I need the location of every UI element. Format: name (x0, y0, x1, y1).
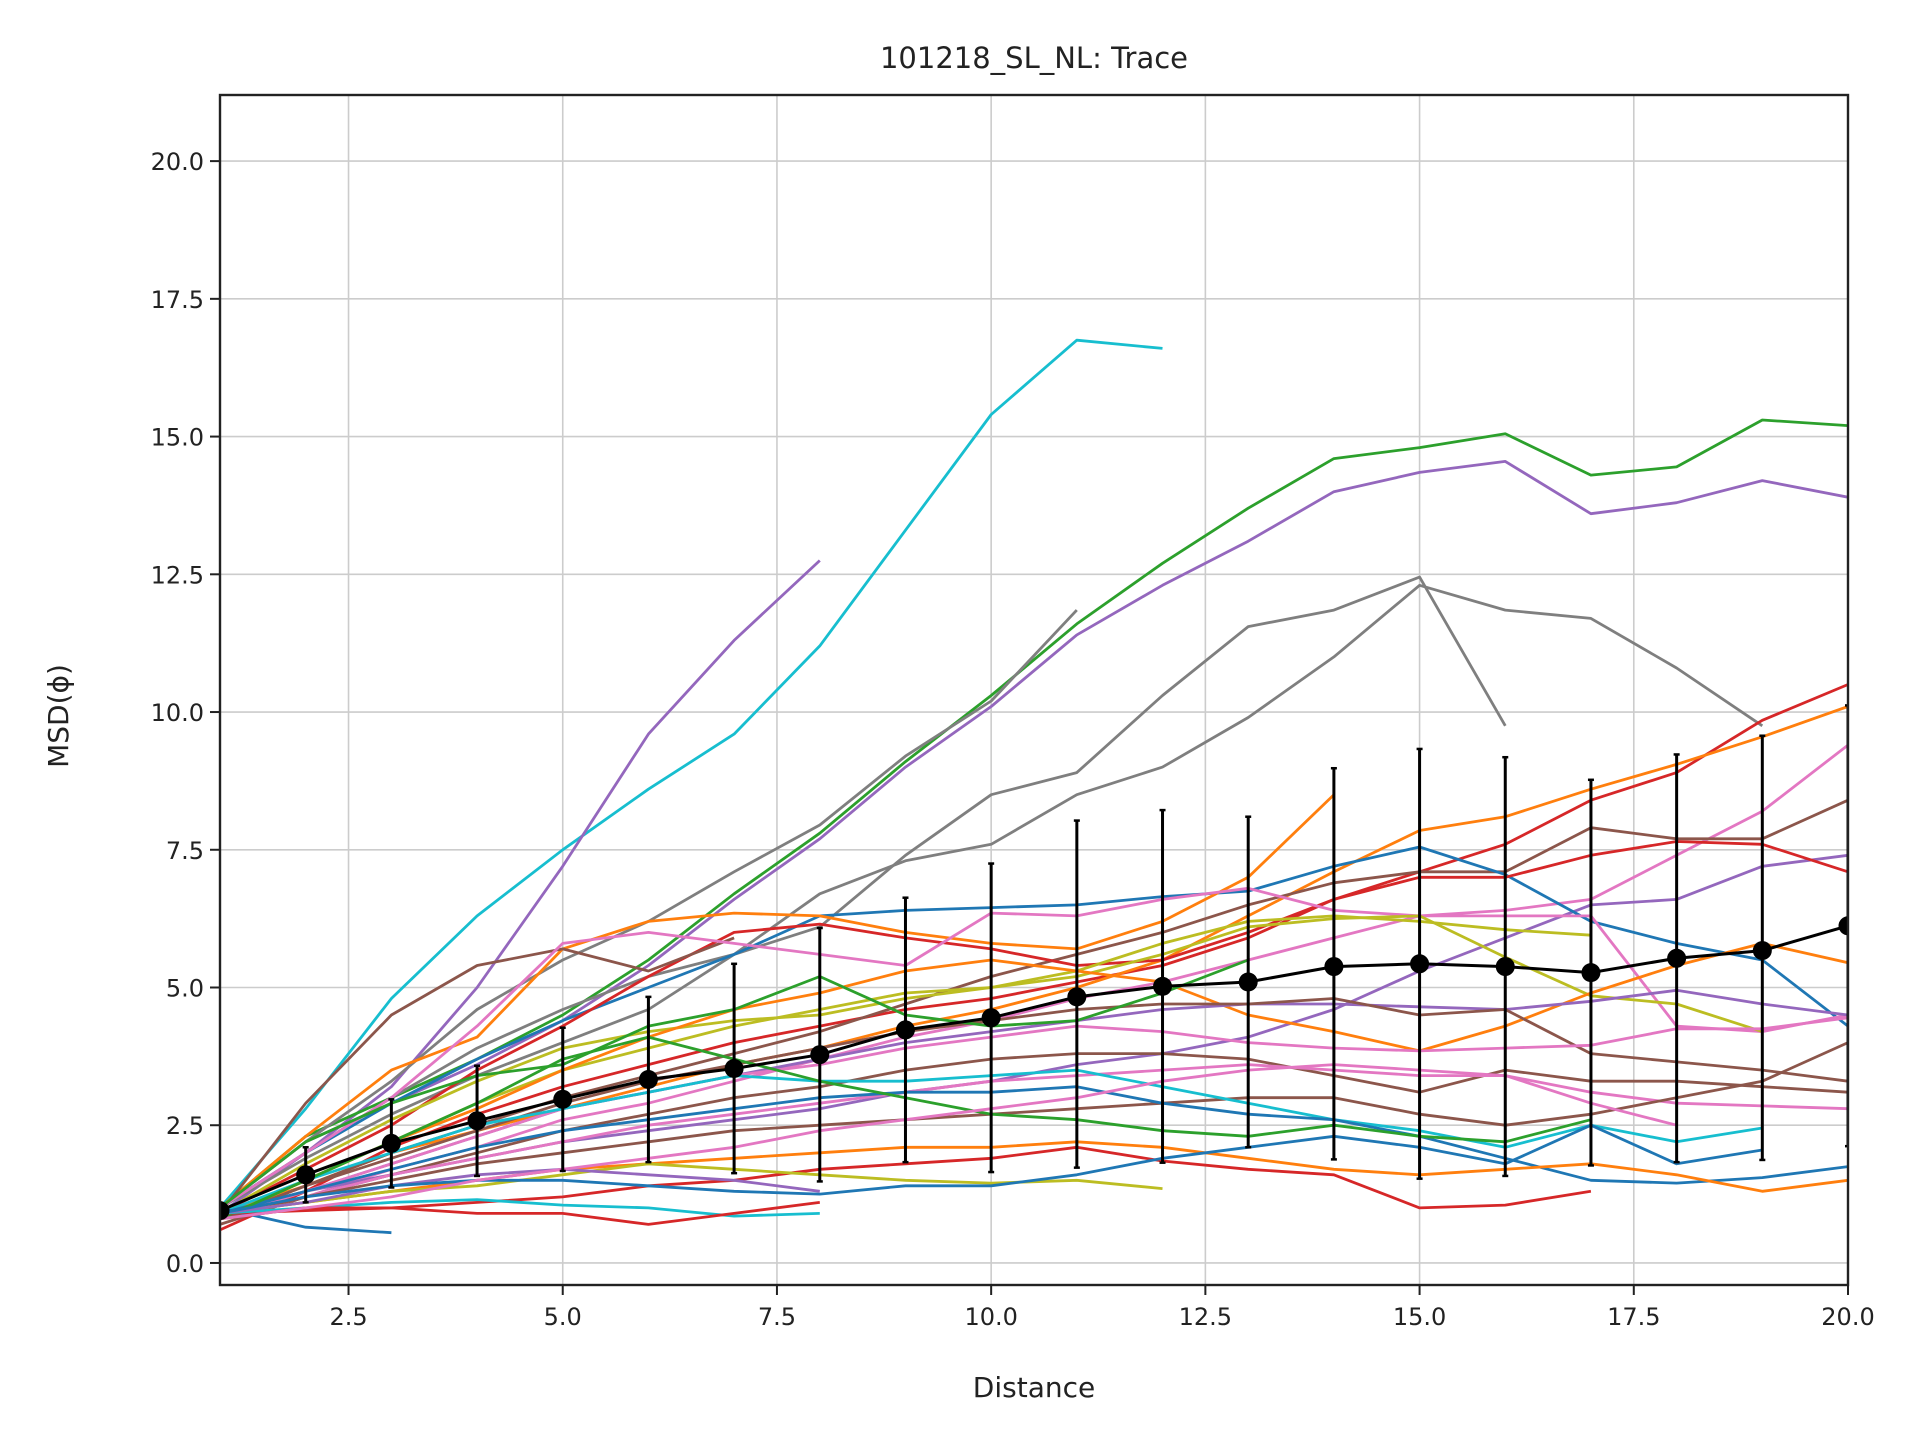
trace-line-2 (220, 559, 821, 1215)
y-axis-label: MSD(ϕ) (42, 664, 75, 768)
trace-line-10 (220, 743, 1848, 1221)
trace-line-13 (220, 845, 1848, 1210)
trace-line-8 (220, 683, 1848, 1232)
x-tick-label: 5.0 (544, 1303, 582, 1331)
x-tick-label: 17.5 (1607, 1303, 1660, 1331)
trace-line-24 (220, 1052, 1848, 1226)
trace-line-14 (220, 840, 1848, 1215)
trace-line-15 (220, 793, 1335, 1209)
trace-line-36 (220, 1201, 820, 1226)
trace-line-17 (220, 886, 1848, 1210)
mean-marker (810, 1045, 830, 1065)
y-tick-label: 20.0 (151, 148, 204, 176)
x-axis-label: Distance (973, 1371, 1095, 1404)
x-tick-label: 10.0 (964, 1303, 1017, 1331)
y-tick-label: 2.5 (166, 1112, 204, 1140)
x-tick-label: 12.5 (1179, 1303, 1232, 1331)
x-tick-label: 20.0 (1821, 1303, 1874, 1331)
mean-line (220, 924, 1848, 1212)
trace-line-39 (220, 1063, 1677, 1221)
x-tick-label: 2.5 (329, 1303, 367, 1331)
trace-line-26 (220, 1041, 1848, 1221)
mean-marker (1495, 957, 1515, 977)
trace-line-1 (220, 338, 1163, 1209)
y-tick-label: 7.5 (166, 837, 204, 865)
mean-layer (220, 704, 1848, 1221)
trace-line-23 (220, 1016, 1848, 1221)
mean-marker (381, 1133, 401, 1153)
mean-marker (296, 1165, 316, 1185)
mean-marker (724, 1058, 744, 1078)
trace-line-20 (220, 942, 1848, 1221)
mean-marker (1752, 941, 1772, 961)
mean-marker (1581, 963, 1601, 983)
mean-marker (1153, 976, 1173, 996)
trace-line-28 (220, 1085, 1848, 1215)
plot-frame (218, 93, 1850, 1287)
y-tick-label: 17.5 (151, 286, 204, 314)
y-tick-label: 5.0 (166, 975, 204, 1003)
trace-line-4 (220, 459, 1848, 1210)
mean-marker (981, 1008, 1001, 1028)
trace-line-16 (220, 936, 735, 1215)
y-tick-label: 0.0 (166, 1250, 204, 1278)
trace-line-6 (220, 575, 1507, 1210)
mean-marker (220, 1201, 230, 1221)
mean-marker (1238, 972, 1258, 992)
mean-marker (1067, 987, 1087, 1007)
mean-marker (553, 1089, 573, 1109)
mean-marker (1410, 954, 1430, 974)
mean-marker (638, 1070, 658, 1090)
trace-line-25 (220, 1063, 1848, 1221)
x-tick-label: 7.5 (758, 1303, 796, 1331)
trace-line-35 (220, 1167, 820, 1215)
y-tick-label: 12.5 (151, 561, 204, 589)
chart-title: 101218_SL_NL: Trace (880, 41, 1188, 75)
mean-marker (1838, 916, 1848, 936)
mean-marker (1667, 948, 1687, 968)
mean-marker (467, 1111, 487, 1131)
y-tick-label: 15.0 (151, 424, 204, 452)
mean-marker (1324, 957, 1344, 977)
mean-marker (895, 1020, 915, 1040)
y-tick-label: 10.0 (151, 699, 204, 727)
x-tick-label: 15.0 (1393, 1303, 1446, 1331)
axes-layer: 2.5 5.0 7.5 10.0 12.5 15.0 17.5 20.0 0.0 2.5 5.0 7.… (151, 93, 1875, 1331)
trace-line-31 (220, 1145, 1592, 1215)
